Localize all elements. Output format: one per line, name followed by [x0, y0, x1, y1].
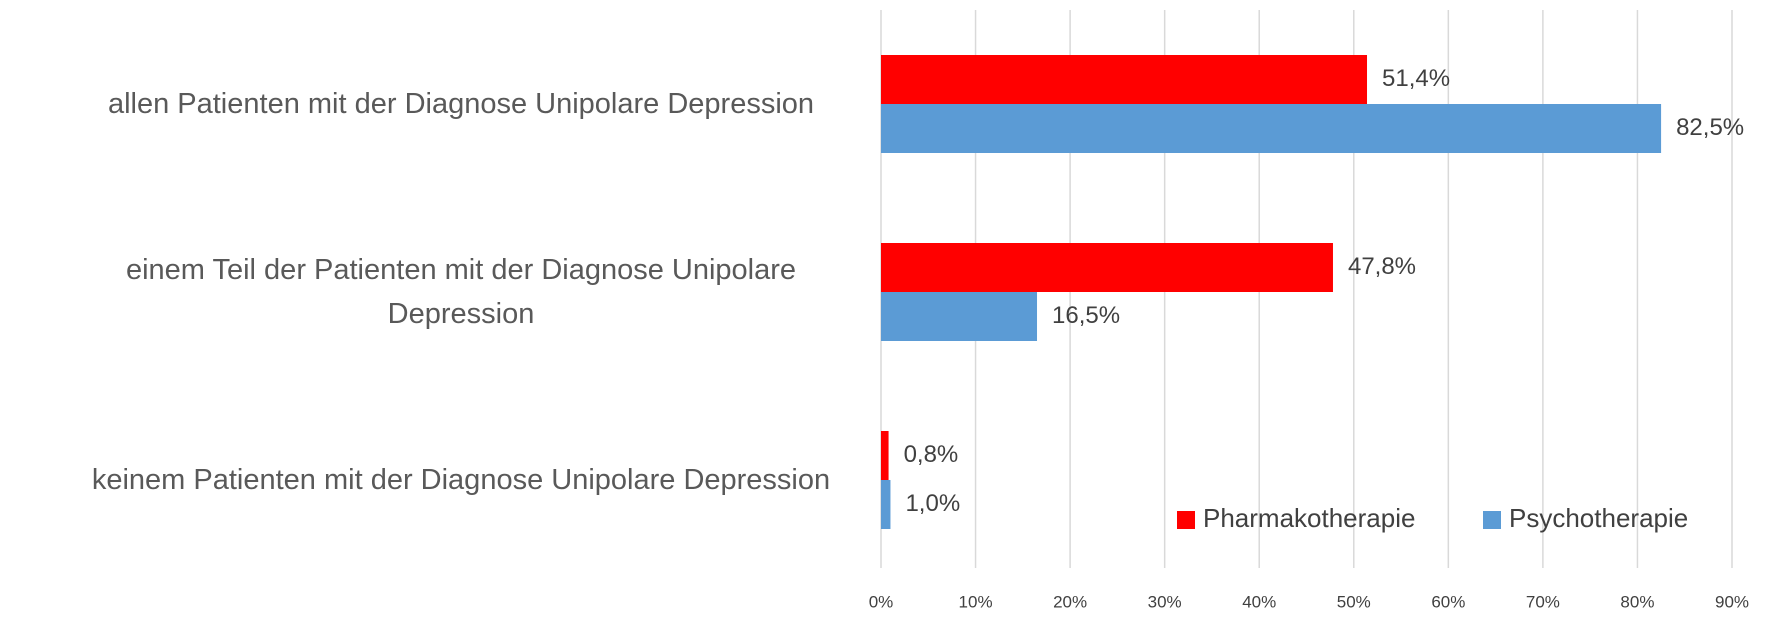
bar	[881, 431, 889, 480]
bar	[881, 55, 1368, 104]
x-tick-label: 10%	[959, 592, 993, 611]
x-tick-label: 30%	[1148, 592, 1182, 611]
legend-swatch	[1483, 511, 1501, 529]
category-label: allen Patienten mit der Diagnose Unipola…	[107, 88, 815, 120]
bar	[881, 480, 891, 529]
bar	[881, 104, 1662, 153]
x-tick-label: 70%	[1526, 592, 1560, 611]
category-label: einem Teil der Patienten mit der Diagnos…	[125, 254, 797, 330]
bar	[881, 292, 1038, 341]
value-label: 0,8%	[904, 441, 959, 468]
legend-label: Psychotherapie	[1509, 503, 1688, 533]
bar	[881, 243, 1333, 292]
x-tick-label: 60%	[1431, 592, 1465, 611]
value-label: 16,5%	[1052, 302, 1120, 329]
category-label: keinem Patienten mit der Diagnose Unipol…	[91, 464, 831, 496]
value-label: 47,8%	[1348, 253, 1416, 280]
x-tick-label: 50%	[1337, 592, 1371, 611]
x-tick-label: 80%	[1620, 592, 1654, 611]
x-tick-label: 0%	[869, 592, 894, 611]
value-label: 1,0%	[905, 490, 960, 517]
x-tick-label: 90%	[1715, 592, 1749, 611]
x-tick-label: 20%	[1053, 592, 1087, 611]
legend-swatch	[1177, 511, 1195, 529]
value-label: 82,5%	[1676, 114, 1744, 141]
value-label: 51,4%	[1382, 65, 1450, 92]
legend-label: Pharmakotherapie	[1203, 503, 1415, 533]
x-tick-label: 40%	[1242, 592, 1276, 611]
